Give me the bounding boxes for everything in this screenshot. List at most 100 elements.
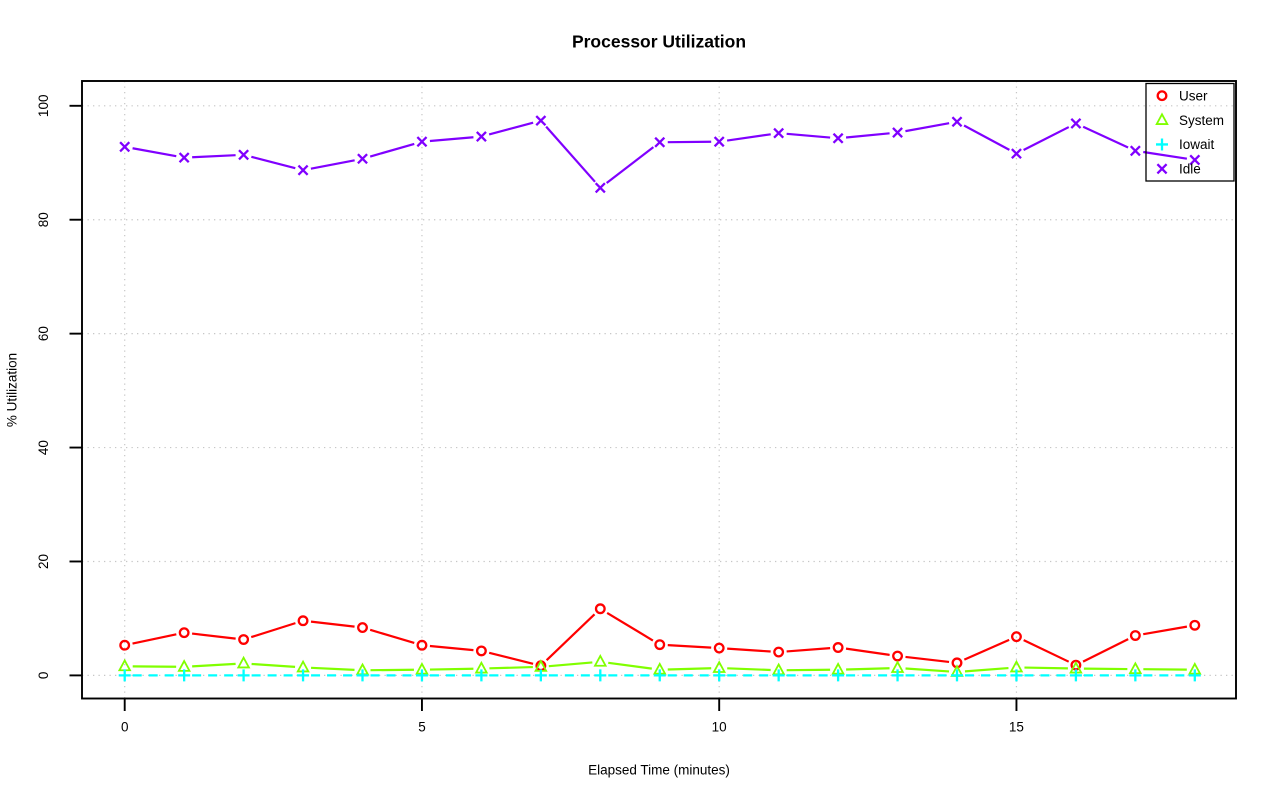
series-segment-idle — [488, 121, 534, 136]
series-segment-user — [545, 613, 596, 661]
series-segment-user — [606, 611, 654, 642]
chart-title: Processor Utilization — [572, 32, 746, 52]
iowait-point-marker — [475, 669, 488, 682]
user-point-marker — [178, 627, 190, 639]
iowait-point-marker — [832, 669, 845, 682]
series-segment-system — [1024, 666, 1068, 670]
iowait-point-marker — [891, 669, 904, 682]
series-segment-system — [905, 667, 950, 673]
user-point-marker — [892, 650, 904, 662]
series-segment-system — [667, 667, 712, 671]
series-segment-idle — [545, 125, 596, 183]
iowait-point-marker — [356, 669, 369, 682]
y-tick-label: 20 — [36, 554, 51, 569]
legend-entry-user: User — [1156, 88, 1208, 103]
series-segment-user — [845, 647, 890, 656]
series-segment-system — [251, 662, 296, 668]
idle-point-marker — [297, 164, 309, 176]
series-segment-system — [489, 665, 533, 670]
system-point-marker — [177, 659, 191, 672]
idle-point-marker — [654, 136, 666, 148]
iowait-point-marker — [653, 669, 666, 682]
iowait-point-marker — [1069, 669, 1082, 682]
series-segment-system — [608, 661, 652, 670]
iowait-point-marker — [1188, 669, 1201, 682]
series-segment-user — [1023, 639, 1070, 663]
legend-entry-iowait: Iowait — [1156, 137, 1215, 152]
user-point-marker — [1189, 619, 1201, 631]
series-segment-idle — [786, 132, 831, 139]
legend-label-user: User — [1179, 88, 1208, 103]
series-segment-user — [132, 633, 177, 645]
user-point-marker — [475, 645, 487, 657]
series-idle — [119, 115, 1201, 194]
series-segment-system — [310, 666, 355, 671]
iowait-point-marker — [713, 669, 726, 682]
series-segment-user — [250, 622, 296, 639]
series-iowait — [118, 669, 1201, 682]
user-point-marker — [297, 615, 309, 627]
y-tick-label: 100 — [36, 95, 51, 118]
x-tick-label: 0 — [121, 720, 129, 735]
user-point-marker — [832, 642, 844, 653]
series-segment-idle — [1143, 150, 1188, 160]
series-segment-idle — [963, 124, 1010, 151]
idle-point-marker — [951, 116, 963, 128]
series-segment-idle — [1082, 125, 1129, 149]
idle-point-marker — [535, 115, 547, 127]
idle-point-marker — [357, 153, 368, 165]
idle-point-marker — [1189, 154, 1201, 166]
idle-point-marker — [1129, 145, 1141, 157]
user-point-marker — [238, 634, 250, 645]
idle-point-marker — [238, 149, 250, 161]
series-segment-idle — [310, 159, 355, 170]
iowait-point-marker — [1129, 669, 1142, 682]
series-segment-user — [786, 647, 831, 653]
system-point-marker — [593, 654, 608, 667]
y-tick-label: 80 — [36, 212, 51, 227]
iowait-point-marker — [1010, 669, 1023, 682]
iowait-point-marker — [772, 669, 785, 682]
series-segment-system — [846, 667, 890, 671]
legend-circle-icon — [1156, 90, 1168, 102]
series-layer — [117, 115, 1202, 682]
idle-point-marker — [178, 152, 190, 164]
series-segment-user — [1143, 625, 1188, 636]
user-point-marker — [416, 639, 428, 651]
user-point-marker — [773, 646, 785, 658]
user-point-marker — [1011, 631, 1022, 643]
series-segment-idle — [192, 154, 236, 159]
series-segment-user — [369, 628, 415, 644]
x-tick-label: 15 — [1009, 720, 1024, 735]
idle-point-marker — [416, 136, 428, 148]
x-tick-label: 5 — [418, 720, 426, 735]
legend-label-system: System — [1179, 113, 1224, 128]
series-segment-system — [727, 667, 771, 672]
series-segment-idle — [1023, 126, 1070, 152]
legend-layer: User System Iowait Idle — [1145, 82, 1235, 182]
series-segment-idle — [369, 142, 415, 158]
series-segment-system — [964, 666, 1009, 673]
series-segment-user — [905, 655, 950, 664]
series-segment-user — [191, 632, 236, 640]
y-tick-label: 0 — [36, 672, 51, 680]
idle-point-marker — [713, 136, 725, 148]
plot-frame — [81, 80, 1237, 700]
y-axis-label: % Utilization — [5, 353, 20, 427]
idle-point-marker — [475, 131, 487, 142]
system-point-marker — [236, 655, 251, 669]
series-segment-user — [310, 620, 355, 628]
idle-point-marker — [594, 182, 606, 194]
series-segment-idle — [845, 132, 890, 139]
legend-entry-system: System — [1155, 112, 1224, 128]
series-segment-system — [548, 661, 593, 668]
series-user — [119, 603, 1201, 672]
series-segment-idle — [429, 136, 474, 143]
series-segment-user — [488, 651, 534, 665]
legend-label-idle: Idle — [1179, 162, 1201, 177]
user-point-marker — [357, 622, 368, 634]
series-segment-idle — [726, 133, 771, 142]
idle-point-marker — [1011, 148, 1022, 160]
